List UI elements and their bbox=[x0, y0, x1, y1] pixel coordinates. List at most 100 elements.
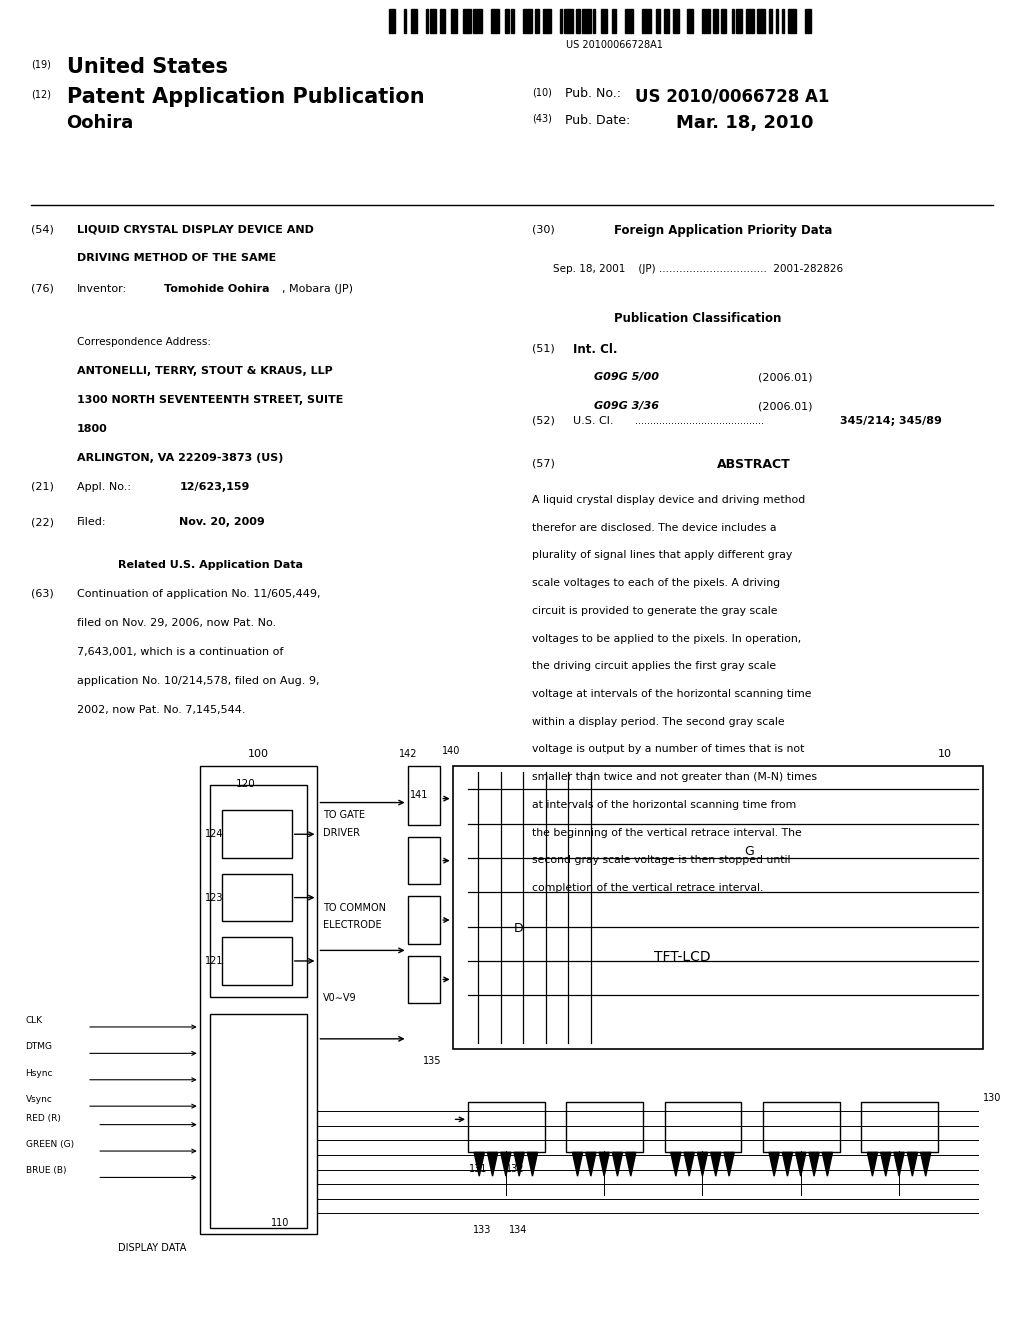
Bar bbox=[210, 1014, 307, 1228]
Text: 1800: 1800 bbox=[77, 424, 108, 434]
Text: Foreign Application Priority Data: Foreign Application Priority Data bbox=[614, 224, 833, 238]
Bar bbox=[200, 766, 317, 1234]
Bar bbox=[713, 9, 719, 33]
Polygon shape bbox=[894, 1152, 904, 1176]
Polygon shape bbox=[487, 1152, 498, 1176]
Text: application No. 10/214,578, filed on Aug. 9,: application No. 10/214,578, filed on Aug… bbox=[77, 676, 319, 686]
Text: circuit is provided to generate the gray scale: circuit is provided to generate the gray… bbox=[532, 606, 778, 616]
Text: ANTONELLI, TERRY, STOUT & KRAUS, LLP: ANTONELLI, TERRY, STOUT & KRAUS, LLP bbox=[77, 366, 333, 376]
Bar bbox=[566, 1102, 643, 1152]
Text: 12/623,159: 12/623,159 bbox=[179, 482, 250, 492]
Text: TFT-LCD: TFT-LCD bbox=[654, 950, 711, 964]
Text: (54): (54) bbox=[31, 224, 53, 235]
Polygon shape bbox=[921, 1152, 931, 1176]
Text: CLK: CLK bbox=[26, 1016, 43, 1024]
Text: Mar. 18, 2010: Mar. 18, 2010 bbox=[676, 114, 813, 132]
Bar bbox=[222, 937, 292, 985]
Text: (12): (12) bbox=[31, 90, 51, 100]
Text: (2006.01): (2006.01) bbox=[758, 372, 812, 383]
Bar bbox=[430, 9, 436, 33]
Bar bbox=[763, 1102, 840, 1152]
Text: 134: 134 bbox=[509, 1225, 527, 1236]
Text: 120: 120 bbox=[236, 779, 255, 789]
Bar bbox=[665, 1102, 741, 1152]
Text: TO COMMON: TO COMMON bbox=[323, 903, 386, 913]
Text: Publication Classification: Publication Classification bbox=[614, 312, 781, 325]
Text: ABSTRACT: ABSTRACT bbox=[717, 458, 791, 471]
Polygon shape bbox=[711, 1152, 721, 1176]
Text: Correspondence Address:: Correspondence Address: bbox=[77, 337, 211, 347]
Text: 1300 NORTH SEVENTEENTH STREET, SUITE: 1300 NORTH SEVENTEENTH STREET, SUITE bbox=[77, 395, 343, 405]
Polygon shape bbox=[684, 1152, 694, 1176]
Text: second gray scale voltage is then stopped until: second gray scale voltage is then stoppe… bbox=[532, 855, 791, 866]
Bar bbox=[408, 837, 440, 884]
Bar bbox=[583, 9, 591, 33]
Text: Pub. Date:: Pub. Date: bbox=[565, 114, 631, 127]
Text: completion of the vertical retrace interval.: completion of the vertical retrace inter… bbox=[532, 883, 764, 894]
Bar bbox=[536, 9, 539, 33]
Text: Hsync: Hsync bbox=[26, 1069, 53, 1077]
Text: Appl. No.:: Appl. No.: bbox=[77, 482, 131, 492]
Text: smaller than twice and not greater than (M-N) times: smaller than twice and not greater than … bbox=[532, 772, 817, 783]
Text: filed on Nov. 29, 2006, now Pat. No.: filed on Nov. 29, 2006, now Pat. No. bbox=[77, 618, 275, 628]
Polygon shape bbox=[822, 1152, 833, 1176]
Text: 123: 123 bbox=[205, 892, 223, 903]
Polygon shape bbox=[867, 1152, 878, 1176]
Bar bbox=[656, 9, 660, 33]
Text: United States: United States bbox=[67, 57, 227, 77]
Text: 131: 131 bbox=[469, 1164, 487, 1175]
Polygon shape bbox=[474, 1152, 484, 1176]
Text: US 20100066728A1: US 20100066728A1 bbox=[566, 40, 663, 50]
Text: DRIVING METHOD OF THE SAME: DRIVING METHOD OF THE SAME bbox=[77, 253, 276, 264]
Text: G: G bbox=[744, 845, 754, 858]
Text: V0∼V9: V0∼V9 bbox=[323, 993, 356, 1003]
Text: (76): (76) bbox=[31, 284, 53, 294]
Text: LIQUID CRYSTAL DISPLAY DEVICE AND: LIQUID CRYSTAL DISPLAY DEVICE AND bbox=[77, 224, 313, 235]
Text: scale voltages to each of the pixels. A driving: scale voltages to each of the pixels. A … bbox=[532, 578, 780, 589]
Text: plurality of signal lines that apply different gray: plurality of signal lines that apply dif… bbox=[532, 550, 793, 561]
Bar bbox=[473, 9, 482, 33]
Bar bbox=[543, 9, 551, 33]
Text: voltage at intervals of the horizontal scanning time: voltage at intervals of the horizontal s… bbox=[532, 689, 812, 700]
Bar bbox=[505, 9, 509, 33]
Polygon shape bbox=[626, 1152, 636, 1176]
Bar bbox=[701, 9, 711, 33]
Bar bbox=[463, 9, 471, 33]
Polygon shape bbox=[599, 1152, 609, 1176]
Text: at intervals of the horizontal scanning time from: at intervals of the horizontal scanning … bbox=[532, 800, 797, 810]
Text: (51): (51) bbox=[532, 343, 555, 354]
Text: 10: 10 bbox=[938, 748, 952, 759]
Text: US 2010/0066728 A1: US 2010/0066728 A1 bbox=[635, 87, 829, 106]
Bar bbox=[593, 9, 595, 33]
Text: GREEN (G): GREEN (G) bbox=[26, 1140, 74, 1148]
Bar bbox=[861, 1102, 938, 1152]
Text: Sep. 18, 2001    (JP) ................................  2001-282826: Sep. 18, 2001 (JP) .....................… bbox=[553, 264, 843, 275]
Text: (10): (10) bbox=[532, 87, 552, 98]
Polygon shape bbox=[724, 1152, 734, 1176]
Text: 7,643,001, which is a continuation of: 7,643,001, which is a continuation of bbox=[77, 647, 284, 657]
Text: A liquid crystal display device and driving method: A liquid crystal display device and driv… bbox=[532, 495, 806, 506]
Polygon shape bbox=[514, 1152, 524, 1176]
Polygon shape bbox=[809, 1152, 819, 1176]
Text: 110: 110 bbox=[271, 1217, 290, 1228]
Text: 133: 133 bbox=[473, 1225, 492, 1236]
Text: 142: 142 bbox=[399, 748, 418, 759]
Bar bbox=[769, 9, 772, 33]
Text: , Mobara (JP): , Mobara (JP) bbox=[282, 284, 352, 294]
Text: 2002, now Pat. No. 7,145,544.: 2002, now Pat. No. 7,145,544. bbox=[77, 705, 246, 715]
Bar bbox=[222, 874, 292, 921]
Text: 130: 130 bbox=[983, 1093, 1001, 1104]
Text: 100: 100 bbox=[248, 748, 269, 759]
Bar bbox=[721, 9, 726, 33]
Bar bbox=[408, 896, 440, 944]
Text: (21): (21) bbox=[31, 482, 53, 492]
Text: voltage is output by a number of times that is not: voltage is output by a number of times t… bbox=[532, 744, 805, 755]
Text: Related U.S. Application Data: Related U.S. Application Data bbox=[118, 560, 303, 570]
Text: 124: 124 bbox=[205, 829, 223, 840]
Bar bbox=[757, 9, 765, 33]
Text: DISPLAY DATA: DISPLAY DATA bbox=[118, 1243, 186, 1254]
Text: 121: 121 bbox=[205, 956, 223, 966]
Text: ARLINGTON, VA 22209-3873 (US): ARLINGTON, VA 22209-3873 (US) bbox=[77, 453, 284, 463]
Text: (57): (57) bbox=[532, 458, 555, 469]
Text: DTMG: DTMG bbox=[26, 1043, 52, 1051]
